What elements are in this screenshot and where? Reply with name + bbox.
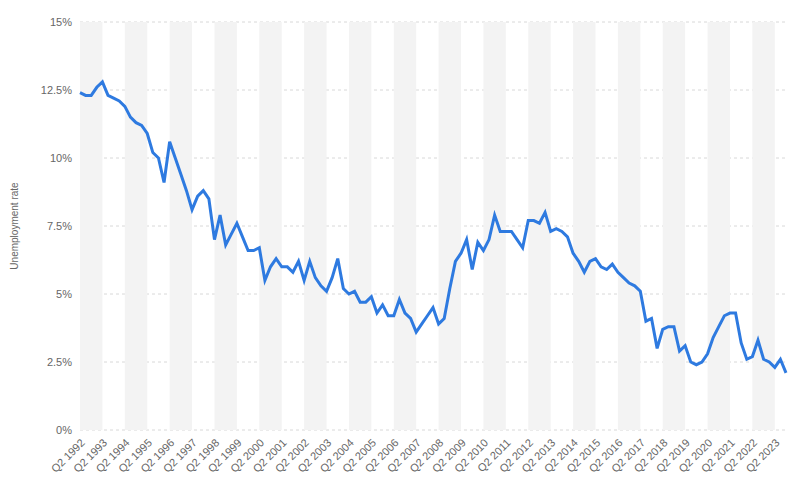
svg-text:12.5%: 12.5% <box>41 84 72 96</box>
svg-text:10%: 10% <box>50 152 72 164</box>
svg-text:Q2 2005: Q2 2005 <box>340 436 379 475</box>
svg-text:Q2 2011: Q2 2011 <box>475 436 513 475</box>
svg-text:Q2 2022: Q2 2022 <box>721 436 760 475</box>
svg-text:Q2 1996: Q2 1996 <box>138 436 177 475</box>
svg-text:7.5%: 7.5% <box>47 220 72 232</box>
svg-text:Q2 2010: Q2 2010 <box>452 436 491 475</box>
svg-text:Q2 2009: Q2 2009 <box>429 436 468 475</box>
svg-text:Q2 2014: Q2 2014 <box>541 436 580 475</box>
svg-text:Q2 2002: Q2 2002 <box>272 436 312 475</box>
svg-text:Q2 2006: Q2 2006 <box>362 436 401 475</box>
svg-text:Q2 2003: Q2 2003 <box>295 436 334 475</box>
svg-text:Q2 2007: Q2 2007 <box>384 436 424 475</box>
svg-text:Q2 2021: Q2 2021 <box>698 436 737 475</box>
svg-text:Unemployment rate: Unemployment rate <box>9 182 20 270</box>
svg-text:Q2 2000: Q2 2000 <box>227 436 267 475</box>
svg-text:Q2 2012: Q2 2012 <box>496 436 536 475</box>
svg-text:Q2 2001: Q2 2001 <box>250 436 289 475</box>
svg-text:Q2 2020: Q2 2020 <box>676 436 715 475</box>
svg-text:Q2 1998: Q2 1998 <box>183 436 222 475</box>
svg-text:Q2 2017: Q2 2017 <box>608 436 648 475</box>
svg-text:Q2 2008: Q2 2008 <box>407 436 446 475</box>
svg-text:Q2 2004: Q2 2004 <box>317 436 356 475</box>
svg-text:Q2 2019: Q2 2019 <box>653 436 693 475</box>
svg-text:Q2 2016: Q2 2016 <box>586 436 625 475</box>
svg-text:5%: 5% <box>56 288 72 300</box>
svg-text:Q2 1995: Q2 1995 <box>115 436 155 475</box>
svg-text:Q2 1997: Q2 1997 <box>160 436 199 475</box>
svg-text:Q2 1994: Q2 1994 <box>93 436 132 475</box>
svg-text:Q2 2018: Q2 2018 <box>631 436 670 475</box>
svg-text:Q2 1992: Q2 1992 <box>48 436 87 475</box>
svg-text:Q2 2013: Q2 2013 <box>519 436 558 475</box>
svg-text:2.5%: 2.5% <box>47 356 72 368</box>
svg-text:Q2 1999: Q2 1999 <box>205 436 244 475</box>
svg-text:Q2 2015: Q2 2015 <box>564 436 603 475</box>
svg-text:Q2 2023: Q2 2023 <box>743 436 781 474</box>
svg-text:Q2 1993: Q2 1993 <box>71 436 110 475</box>
svg-text:0%: 0% <box>56 424 72 436</box>
svg-text:15%: 15% <box>50 16 72 28</box>
